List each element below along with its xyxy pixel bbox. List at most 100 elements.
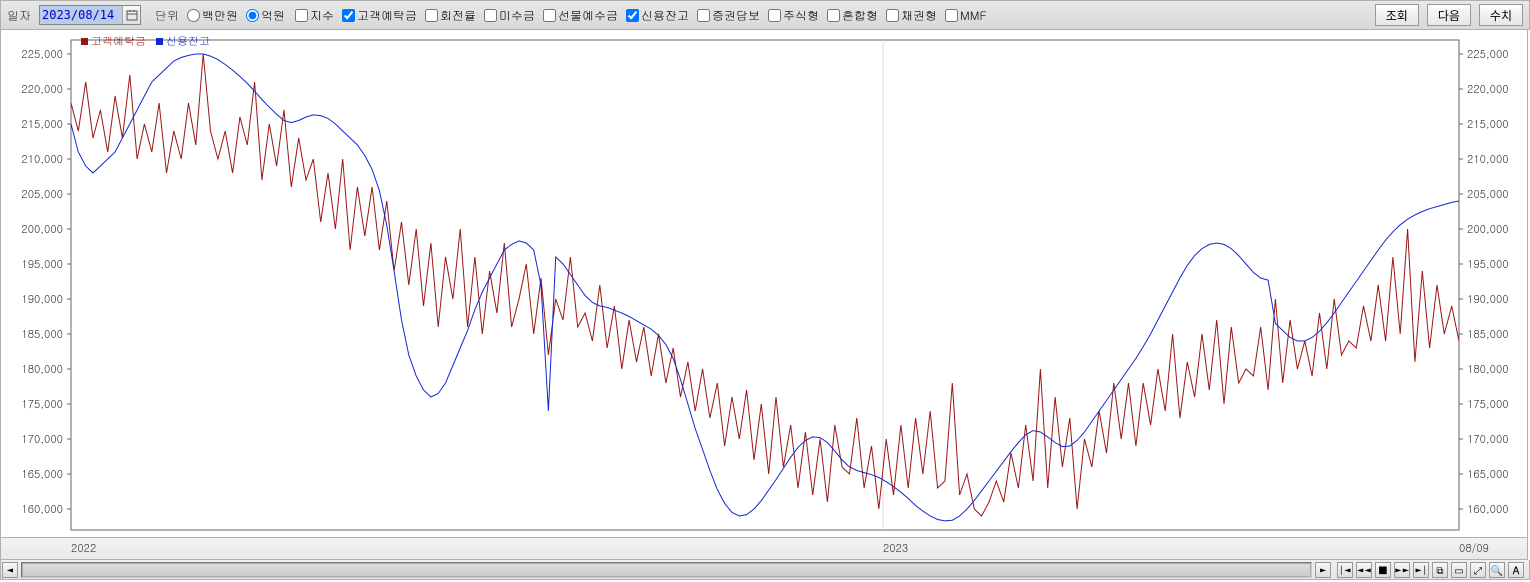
tool-zoom-icon[interactable]: 🔍 [1489,562,1505,578]
chart-legend: 고객예탁금 신용잔고 [81,34,210,49]
svg-text:200,000: 200,000 [21,222,63,237]
xaxis-label: 2023 [883,541,908,556]
series-check-label-c0: 지수 [310,7,334,24]
series-check-label-c7: 주식형 [783,7,819,24]
svg-text:210,000: 210,000 [1467,152,1509,167]
series-check-label-c8: 혼합형 [842,7,878,24]
series-check-label-c1: 고객예탁금 [357,7,417,24]
series-check-input-c1[interactable] [342,9,355,22]
series-check-input-c8[interactable] [827,9,840,22]
nav-prev-icon[interactable]: ◄◄ [1356,562,1372,578]
date-label: 일자 [7,7,31,24]
series-check-input-c2[interactable] [425,9,438,22]
series-check-input-c10[interactable] [945,9,958,22]
next-button[interactable]: 다음 [1427,4,1471,26]
svg-text:195,000: 195,000 [1467,257,1509,272]
scroll-left-icon[interactable]: ◄ [2,562,18,578]
svg-text:210,000: 210,000 [21,152,63,167]
series-check-label-c9: 채권형 [901,7,937,24]
unit-radio-label-r1: 억원 [261,7,285,24]
svg-text:195,000: 195,000 [21,257,63,272]
series-check-label-c3: 미수금 [499,7,535,24]
unit-radio-input-r0[interactable] [187,9,200,22]
chart-area: 160,000 165,000 170,000 175,000 180,000 185,0… [0,30,1528,560]
legend-item-1: 신용잔고 [156,34,210,49]
calendar-icon[interactable] [122,6,140,24]
series-check-input-c3[interactable] [484,9,497,22]
navigation-tools: |◄ ◄◄ ■ ►► ►| ⧉ ▭ ⤢ 🔍 A [1332,562,1529,578]
svg-text:205,000: 205,000 [1467,187,1509,202]
horizontal-scrollbar[interactable] [21,562,1312,578]
unit-label: 단위 [155,7,179,24]
svg-text:190,000: 190,000 [1467,292,1509,307]
xaxis-label: 08/09 [1459,541,1489,556]
x-axis-strip: 2022 2023 08/09 [1,537,1527,559]
legend-swatch-1 [156,38,163,45]
series-check-label-c2: 회전율 [440,7,476,24]
series-check-c2[interactable]: 회전율 [425,7,476,24]
series-check-c7[interactable]: 주식형 [768,7,819,24]
nav-next-icon[interactable]: ►► [1394,562,1410,578]
series-check-label-c6: 증권담보 [712,7,760,24]
scroll-right-icon[interactable]: ► [1315,562,1331,578]
svg-text:160,000: 160,000 [1467,502,1509,517]
nav-first-icon[interactable]: |◄ [1337,562,1353,578]
series-check-input-c9[interactable] [886,9,899,22]
svg-text:175,000: 175,000 [1467,397,1509,412]
svg-text:215,000: 215,000 [1467,117,1509,132]
unit-radio-group: 백만원 억원 [187,7,291,24]
tool-copy-icon[interactable]: ⧉ [1432,562,1448,578]
svg-text:225,000: 225,000 [1467,47,1509,62]
series-check-input-c6[interactable] [697,9,710,22]
series-check-c5[interactable]: 신용잔고 [626,7,689,24]
series-check-group: 지수 고객예탁금 회전율 미수금 선물예수금 신용잔고 증권담보 주식형 혼합형 채권형 MMF [295,7,993,24]
series-check-c0[interactable]: 지수 [295,7,334,24]
series-check-label-c4: 선물예수금 [558,7,618,24]
tool-expand-icon[interactable]: ⤢ [1470,562,1486,578]
series-check-c3[interactable]: 미수금 [484,7,535,24]
series-check-c10[interactable]: MMF [945,7,987,24]
series-check-input-c5[interactable] [626,9,639,22]
svg-text:220,000: 220,000 [1467,82,1509,97]
date-input[interactable] [40,6,122,24]
values-button[interactable]: 수치 [1479,4,1523,26]
series-check-input-c0[interactable] [295,9,308,22]
series-check-label-c5: 신용잔고 [641,7,689,24]
series-check-c4[interactable]: 선물예수금 [543,7,618,24]
svg-text:185,000: 185,000 [21,327,63,342]
date-field[interactable] [39,5,141,25]
tool-window-icon[interactable]: ▭ [1451,562,1467,578]
svg-text:160,000: 160,000 [21,502,63,517]
svg-text:185,000: 185,000 [1467,327,1509,342]
series-check-input-c4[interactable] [543,9,556,22]
svg-text:170,000: 170,000 [21,432,63,447]
legend-swatch-0 [81,38,88,45]
svg-text:180,000: 180,000 [21,362,63,377]
series-check-c8[interactable]: 혼합형 [827,7,878,24]
unit-radio-r0[interactable]: 백만원 [187,7,238,24]
chart-svg[interactable]: 160,000 165,000 170,000 175,000 180,000 185,0… [1,30,1529,538]
svg-text:180,000: 180,000 [1467,362,1509,377]
series-check-c6[interactable]: 증권담보 [697,7,760,24]
series-check-c1[interactable]: 고객예탁금 [342,7,417,24]
nav-last-icon[interactable]: ►| [1413,562,1429,578]
series-check-input-c7[interactable] [768,9,781,22]
series-check-label-c10: MMF [960,7,987,24]
unit-radio-input-r1[interactable] [246,9,259,22]
mode-indicator[interactable]: A [1508,562,1524,578]
xaxis-label: 2022 [71,541,96,556]
svg-text:200,000: 200,000 [1467,222,1509,237]
legend-item-0: 고객예탁금 [81,34,146,49]
svg-text:205,000: 205,000 [21,187,63,202]
svg-text:170,000: 170,000 [1467,432,1509,447]
svg-text:165,000: 165,000 [1467,467,1509,482]
svg-text:165,000: 165,000 [21,467,63,482]
bottom-bar: ◄ ► |◄ ◄◄ ■ ►► ►| ⧉ ▭ ⤢ 🔍 A [0,560,1530,580]
query-button[interactable]: 조회 [1375,4,1419,26]
nav-stop-icon[interactable]: ■ [1375,562,1391,578]
svg-text:220,000: 220,000 [21,82,63,97]
series-check-c9[interactable]: 채권형 [886,7,937,24]
unit-radio-r1[interactable]: 억원 [246,7,285,24]
svg-text:190,000: 190,000 [21,292,63,307]
svg-text:175,000: 175,000 [21,397,63,412]
